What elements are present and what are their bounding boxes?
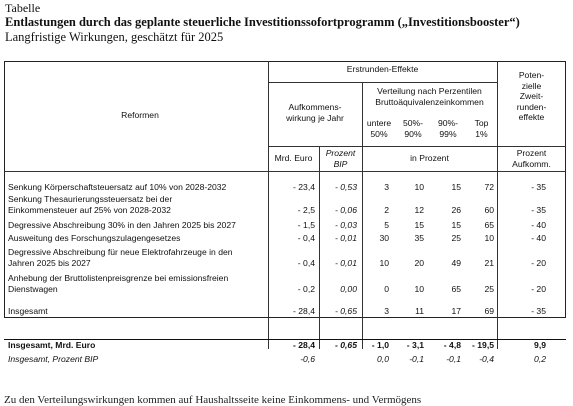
table-title: Entlastungen durch das geplante steuerli… <box>5 15 520 29</box>
header-zweitrunden: Poten- zielle Zweit- runden- effekte <box>516 70 547 123</box>
row-value-p3: 15 <box>451 182 461 192</box>
row-label: Ausweitung des Forschungszulagengesetzes <box>8 233 181 243</box>
row-value-p4: 69 <box>484 306 494 316</box>
grid-line <box>268 82 497 83</box>
unit-mrd-euro: Mrd. Euro <box>274 153 313 163</box>
total-mrd-value: - 28,4 <box>293 340 315 350</box>
header-aufkommen: Aufkommens- wirkung je Jahr <box>286 102 344 123</box>
header-reformen: Reformen <box>121 110 159 120</box>
total-bip-p1: 0,0 <box>377 354 389 364</box>
row-label: Senkung Thesaurierungssteuersatz bei der… <box>8 194 173 215</box>
total-bip-value: - 0,65 <box>335 340 357 350</box>
total-bip-label: Insgesamt, Prozent BIP <box>8 354 99 364</box>
total-separator <box>4 339 566 340</box>
row-value-p1: 10 <box>379 257 389 268</box>
total-bip-p3: -0,1 <box>446 354 461 364</box>
row-value-p2: 20 <box>414 257 424 268</box>
row-label: Anhebung der Bruttolistenpreisgrenze bei… <box>8 273 229 294</box>
row-value-mrd: - 0,4 <box>297 257 315 268</box>
row-value-zweit: - 35 <box>531 204 546 215</box>
row-value-zweit: - 35 <box>531 182 546 192</box>
total-mrd-label: Insgesamt, Mrd. Euro <box>8 340 96 350</box>
row-value-p1: 3 <box>384 182 389 192</box>
header-verteilung: Verteilung nach Perzentilen Bruttoäquiva… <box>375 86 484 107</box>
row-value-p3: 65 <box>451 283 461 294</box>
row-value-zweit: - 40 <box>531 220 546 230</box>
row-value-mrd: - 23,4 <box>293 182 315 192</box>
unit-prozent-bip: Prozent BIP <box>325 148 356 169</box>
row-value-bip: - 0,06 <box>335 204 357 215</box>
row-value-p4: 25 <box>484 283 494 294</box>
grid-line <box>362 82 363 349</box>
row-value-p4: 10 <box>484 233 494 243</box>
row-value-p4: 72 <box>484 182 494 192</box>
grid-line <box>497 61 498 349</box>
row-value-p1: 2 <box>384 204 389 215</box>
grid-line <box>4 171 566 172</box>
header-perc-1: untere 50% <box>366 118 392 139</box>
row-value-zweit: - 20 <box>531 283 546 294</box>
total-bip-row-mrd: -0,6 <box>300 354 315 364</box>
row-value-p3: 49 <box>451 257 461 268</box>
header-erstrunden: Erstrunden-Effekte <box>346 64 419 74</box>
row-value-p2: 15 <box>414 220 424 230</box>
row-value-p4: 65 <box>484 220 494 230</box>
row-value-p1: 0 <box>384 283 389 294</box>
row-value-bip: 0,00 <box>340 283 357 294</box>
row-value-p2: 10 <box>414 182 424 192</box>
grid-line <box>319 146 320 349</box>
row-value-p4: 60 <box>484 204 494 215</box>
row-value-p3: 15 <box>451 220 461 230</box>
row-value-p3: 26 <box>451 204 461 215</box>
unit-zweit: Prozent Aufkomm. <box>512 148 551 169</box>
row-value-p2: 11 <box>415 306 424 316</box>
row-value-p1: 30 <box>379 233 389 243</box>
row-value-zweit: - 35 <box>531 306 546 316</box>
table-header-frame <box>4 61 566 318</box>
row-value-mrd: - 2,5 <box>297 204 315 215</box>
header-perc-4: Top 1% <box>474 118 489 139</box>
table-subtitle: Langfristige Wirkungen, geschätzt für 20… <box>5 30 224 44</box>
unit-in-prozent: in Prozent <box>410 153 449 163</box>
row-value-bip: - 0,53 <box>335 182 357 192</box>
row-value-p2: 10 <box>414 283 424 294</box>
row-label: Insgesamt <box>8 306 48 316</box>
row-value-mrd: - 0,4 <box>297 233 315 243</box>
header-perc-3: 90%- 99% <box>437 118 459 139</box>
row-value-bip: - 0,03 <box>335 220 357 230</box>
header-perc-2: 50%- 90% <box>402 118 424 139</box>
row-label: Degressive Abschreibung 30% in den Jahre… <box>8 220 236 230</box>
row-value-p1: 5 <box>384 220 389 230</box>
row-value-zweit: - 20 <box>531 257 546 268</box>
row-value-mrd: - 1,5 <box>297 220 315 230</box>
row-value-p2: 12 <box>414 204 424 215</box>
footer-text: Zu den Verteilungswirkungen kommen auf H… <box>4 394 422 406</box>
total-bip-zweit: 0,2 <box>534 354 546 364</box>
row-value-zweit: - 40 <box>531 233 546 243</box>
row-value-mrd: - 28,4 <box>293 306 315 316</box>
grid-line <box>268 146 566 147</box>
row-value-p3: 17 <box>451 306 461 316</box>
row-value-mrd: - 0,2 <box>297 283 315 294</box>
row-value-bip: - 0,01 <box>335 233 357 243</box>
row-value-p1: 3 <box>384 306 389 316</box>
row-label: Degressive Abschreibung für neue Elektro… <box>8 247 233 268</box>
total-zweit: 9,9 <box>534 340 546 350</box>
total-bip-p2: -0,1 <box>409 354 424 364</box>
row-value-p2: 35 <box>414 233 424 243</box>
total-p1: - 1,0 <box>371 340 389 350</box>
row-value-p3: 25 <box>451 233 461 243</box>
total-p3: - 4,8 <box>443 340 461 350</box>
row-value-bip: - 0,65 <box>335 306 357 316</box>
grid-line <box>268 61 269 349</box>
total-bip-p4: -0,4 <box>479 354 494 364</box>
table-label: Tabelle <box>5 1 41 15</box>
row-value-bip: - 0,01 <box>335 257 357 268</box>
total-p2: - 3,1 <box>406 340 424 350</box>
row-value-p4: 21 <box>484 257 494 268</box>
total-p4: - 19,5 <box>472 340 494 350</box>
row-label: Senkung Körperschaftsteuersatz auf 10% v… <box>8 182 227 192</box>
